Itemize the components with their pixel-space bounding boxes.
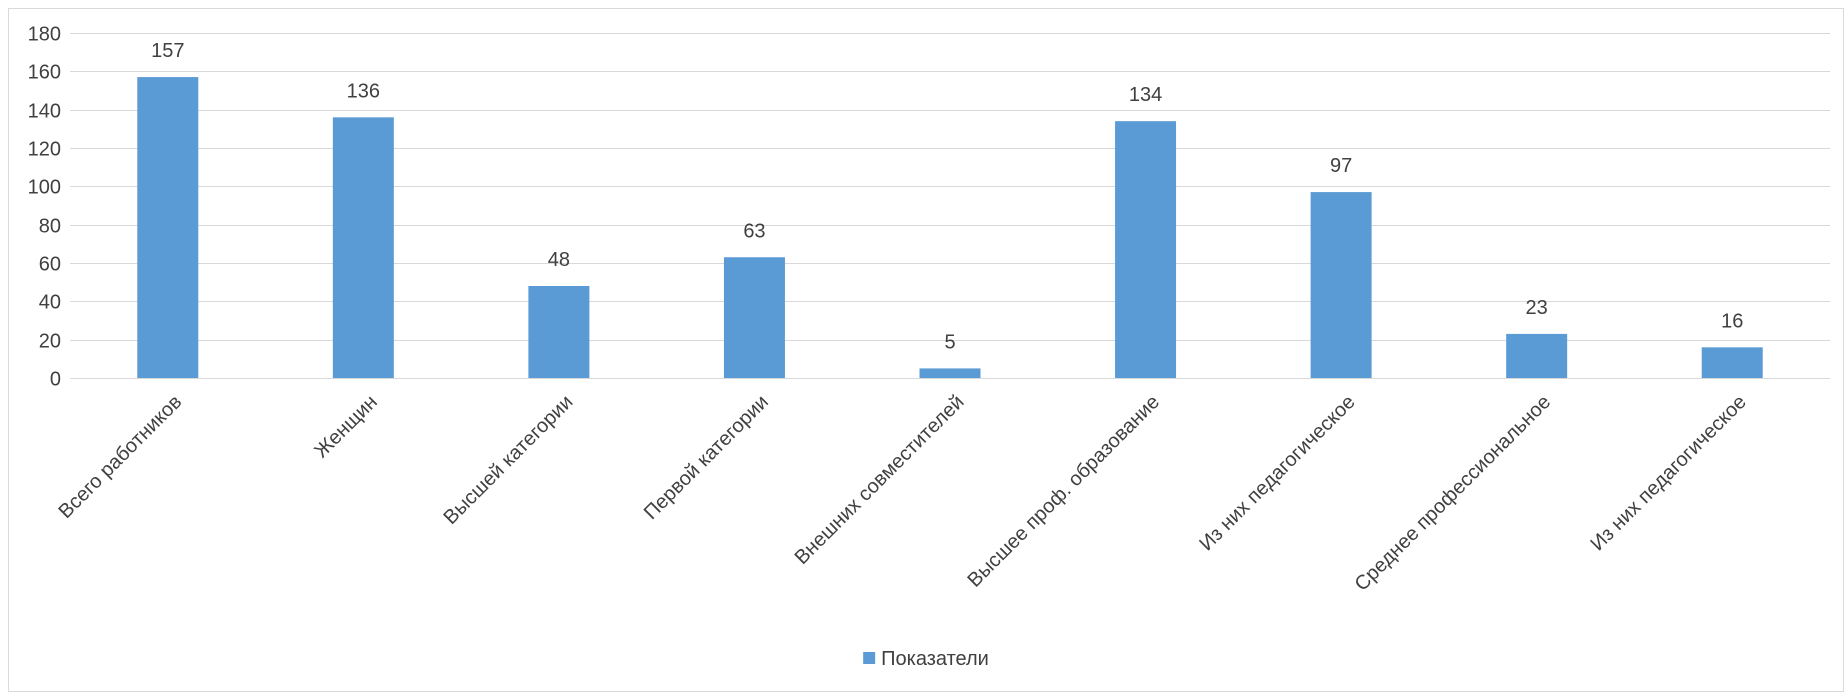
y-tick-label: 180 <box>28 24 61 46</box>
data-label: 134 <box>1129 84 1162 106</box>
bar <box>723 257 785 378</box>
data-label: 5 <box>944 331 955 353</box>
y-tick-label: 40 <box>39 292 61 314</box>
legend-label: Показатели <box>881 648 989 670</box>
y-axis-ticks: 0 20 40 60 80 100 120 140 160 180 <box>28 24 61 391</box>
data-label: 63 <box>743 220 765 242</box>
bar <box>332 117 394 378</box>
legend: Показатели <box>863 648 989 670</box>
bar <box>137 77 199 378</box>
bar <box>1506 333 1568 378</box>
data-label: 16 <box>1721 310 1743 332</box>
data-labels: 157 136 48 63 5 134 97 23 16 <box>151 40 1743 353</box>
y-tick-label: 0 <box>50 369 61 391</box>
y-tick-label: 60 <box>39 254 61 276</box>
y-tick-label: 160 <box>28 62 61 84</box>
data-label: 157 <box>151 40 184 62</box>
y-tick-label: 80 <box>39 216 61 238</box>
bar <box>1115 121 1177 379</box>
bar <box>528 286 590 378</box>
legend-swatch <box>863 652 876 664</box>
data-label: 23 <box>1526 297 1548 319</box>
bar <box>1310 192 1372 378</box>
data-label: 97 <box>1330 155 1352 177</box>
bar <box>919 368 981 378</box>
y-tick-label: 120 <box>28 139 61 161</box>
y-tick-label: 20 <box>39 331 61 353</box>
y-tick-label: 100 <box>28 177 61 199</box>
data-label: 48 <box>548 249 570 271</box>
bar <box>1701 347 1763 378</box>
y-tick-label: 140 <box>28 101 61 123</box>
bars <box>137 77 1763 379</box>
data-label: 136 <box>347 80 380 102</box>
